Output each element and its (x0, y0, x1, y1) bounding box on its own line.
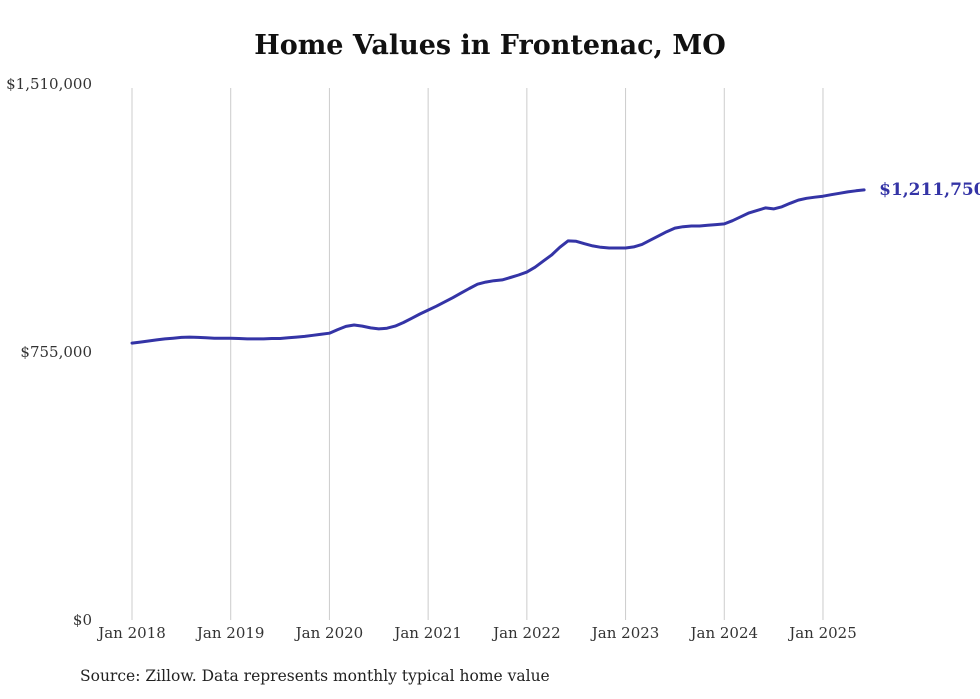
chart-title: Home Values in Frontenac, MO (254, 30, 726, 61)
source-note: Source: Zillow. Data represents monthly … (80, 667, 550, 685)
x-axis-label: Jan 2021 (394, 624, 462, 642)
y-axis-label: $1,510,000 (6, 75, 92, 93)
y-axis-label: $755,000 (20, 343, 92, 361)
x-axis-label: Jan 2025 (789, 624, 857, 642)
x-axis-label: Jan 2019 (196, 624, 265, 642)
y-axis-label: $0 (72, 611, 92, 629)
x-axis-label: Jan 2018 (98, 624, 166, 642)
x-axis-label: Jan 2024 (690, 624, 759, 642)
x-axis-label: Jan 2020 (295, 624, 364, 642)
value-line (130, 188, 866, 345)
x-axis-label: Jan 2022 (493, 624, 561, 642)
x-axis-label: Jan 2023 (591, 624, 660, 642)
end-value-label: $1,211,750 (879, 179, 980, 200)
